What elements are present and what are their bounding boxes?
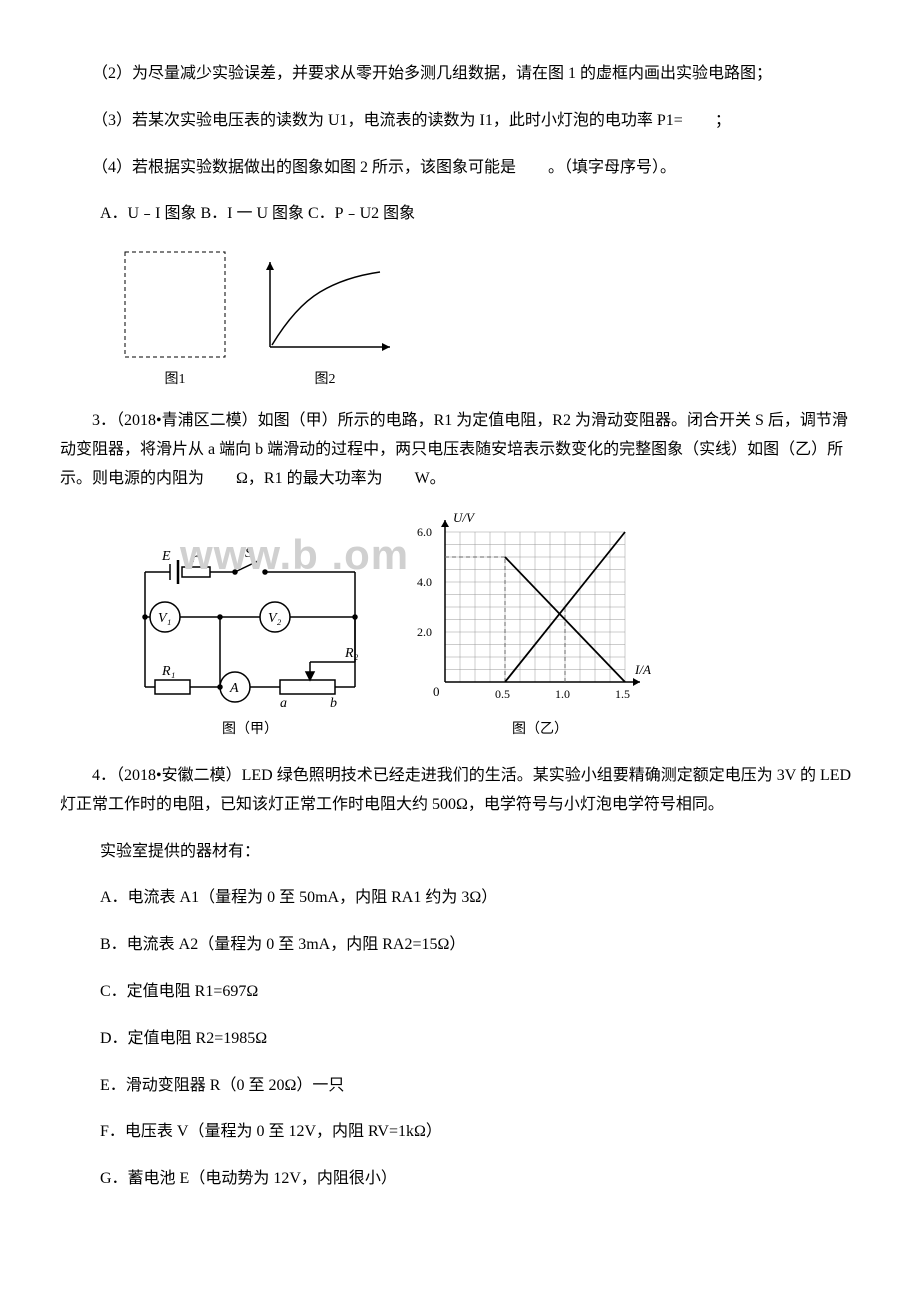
q4-B: B．电流表 A2（量程为 0 至 3mA，内阻 RA2=15Ω）	[60, 931, 860, 960]
q2-p3-prefix: （3）若某次实验电压表的读数为 U1，电流表的读数为 I1，此时小灯泡的电功率 …	[92, 112, 683, 129]
q3-text: 3．（2018•青浦区二模）如图（甲）所示的电路，R1 为定值电阻，R2 为滑动…	[60, 407, 860, 493]
q2-fig2-wrap: 图2	[250, 247, 400, 392]
svg-text:2.0: 2.0	[417, 625, 432, 639]
q3-circuit-wrap: E r S V₁ V₂ A R₁ R₂ a b 图（甲）	[120, 542, 380, 742]
q2-fig1-wrap: 图1	[120, 247, 230, 392]
q4-A: A．电流表 A1（量程为 0 至 50mA，内阻 RA1 约为 3Ω）	[60, 884, 860, 913]
svg-text:U/V: U/V	[453, 512, 476, 525]
q2-p4-suffix: 。（填字母序号）。	[548, 159, 676, 176]
svg-text:b: b	[330, 696, 337, 711]
svg-text:S: S	[245, 546, 252, 561]
svg-text:r: r	[192, 551, 198, 566]
q3-circuit-svg: E r S V₁ V₂ A R₁ R₂ a b	[120, 542, 380, 712]
q2-para4: （4）若根据实验数据做出的图象如图 2 所示，该图象可能是 。（填字母序号）。	[60, 154, 860, 183]
q2-fig1-label: 图1	[165, 367, 186, 392]
q2-options: A．U﹣I 图象 B．I 一 U 图象 C．P﹣U2 图象	[60, 200, 860, 229]
q3-fig-yi-label: 图（乙）	[512, 717, 568, 742]
svg-text:6.0: 6.0	[417, 525, 432, 539]
svg-text:I/A: I/A	[634, 662, 651, 677]
q4-text: 4．（2018•安徽二模）LED 绿色照明技术已经走进我们的生活。某实验小组要精…	[60, 762, 860, 820]
q2-p4-blank	[516, 159, 548, 176]
q2-para3: （3）若某次实验电压表的读数为 U1，电流表的读数为 I1，此时小灯泡的电功率 …	[60, 107, 860, 136]
svg-text:V₂: V₂	[268, 611, 282, 626]
q3-figures: www.b .om	[120, 512, 860, 742]
svg-text:R₂: R₂	[344, 646, 359, 661]
svg-text:E: E	[161, 549, 171, 564]
q2-fig2-svg	[250, 247, 400, 362]
svg-text:a: a	[280, 696, 287, 711]
q3-fig-jia-label: 图（甲）	[222, 717, 278, 742]
svg-text:1.0: 1.0	[555, 687, 570, 701]
q3-graph-svg: U/V I/A 0 2.0 4.0 6.0 0.5 1.0 1.5	[410, 512, 670, 712]
q2-p4-prefix: （4）若根据实验数据做出的图象如图 2 所示，该图象可能是	[92, 159, 516, 176]
q2-para2: （2）为尽量减少实验误差，并要求从零开始多测几组数据，请在图 1 的虚框内画出实…	[60, 60, 860, 89]
q2-figures: 图1 图2	[120, 247, 860, 392]
svg-text:R₁: R₁	[161, 664, 175, 679]
svg-text:0: 0	[433, 684, 440, 699]
q4-intro: 实验室提供的器材有：	[60, 838, 860, 867]
q4-D: D．定值电阻 R2=1985Ω	[60, 1025, 860, 1054]
q4-G: G．蓄电池 E（电动势为 12V，内阻很小）	[60, 1165, 860, 1194]
svg-text:1.5: 1.5	[615, 687, 630, 701]
q4-C: C．定值电阻 R1=697Ω	[60, 978, 860, 1007]
q3-graph-wrap: U/V I/A 0 2.0 4.0 6.0 0.5 1.0 1.5 图（乙）	[410, 512, 670, 742]
q4-F: F．电压表 V（量程为 0 至 12V，内阻 RV=1kΩ）	[60, 1118, 860, 1147]
q2-fig1-svg	[120, 247, 230, 362]
svg-text:V₁: V₁	[158, 611, 171, 626]
svg-text:A: A	[229, 681, 239, 696]
q2-fig2-label: 图2	[315, 367, 336, 392]
q4-E: E．滑动变阻器 R（0 至 20Ω）一只	[60, 1072, 860, 1101]
svg-text:0.5: 0.5	[495, 687, 510, 701]
q2-p3-suffix: ；	[715, 112, 731, 129]
svg-text:4.0: 4.0	[417, 575, 432, 589]
q2-p3-blank	[683, 112, 715, 129]
